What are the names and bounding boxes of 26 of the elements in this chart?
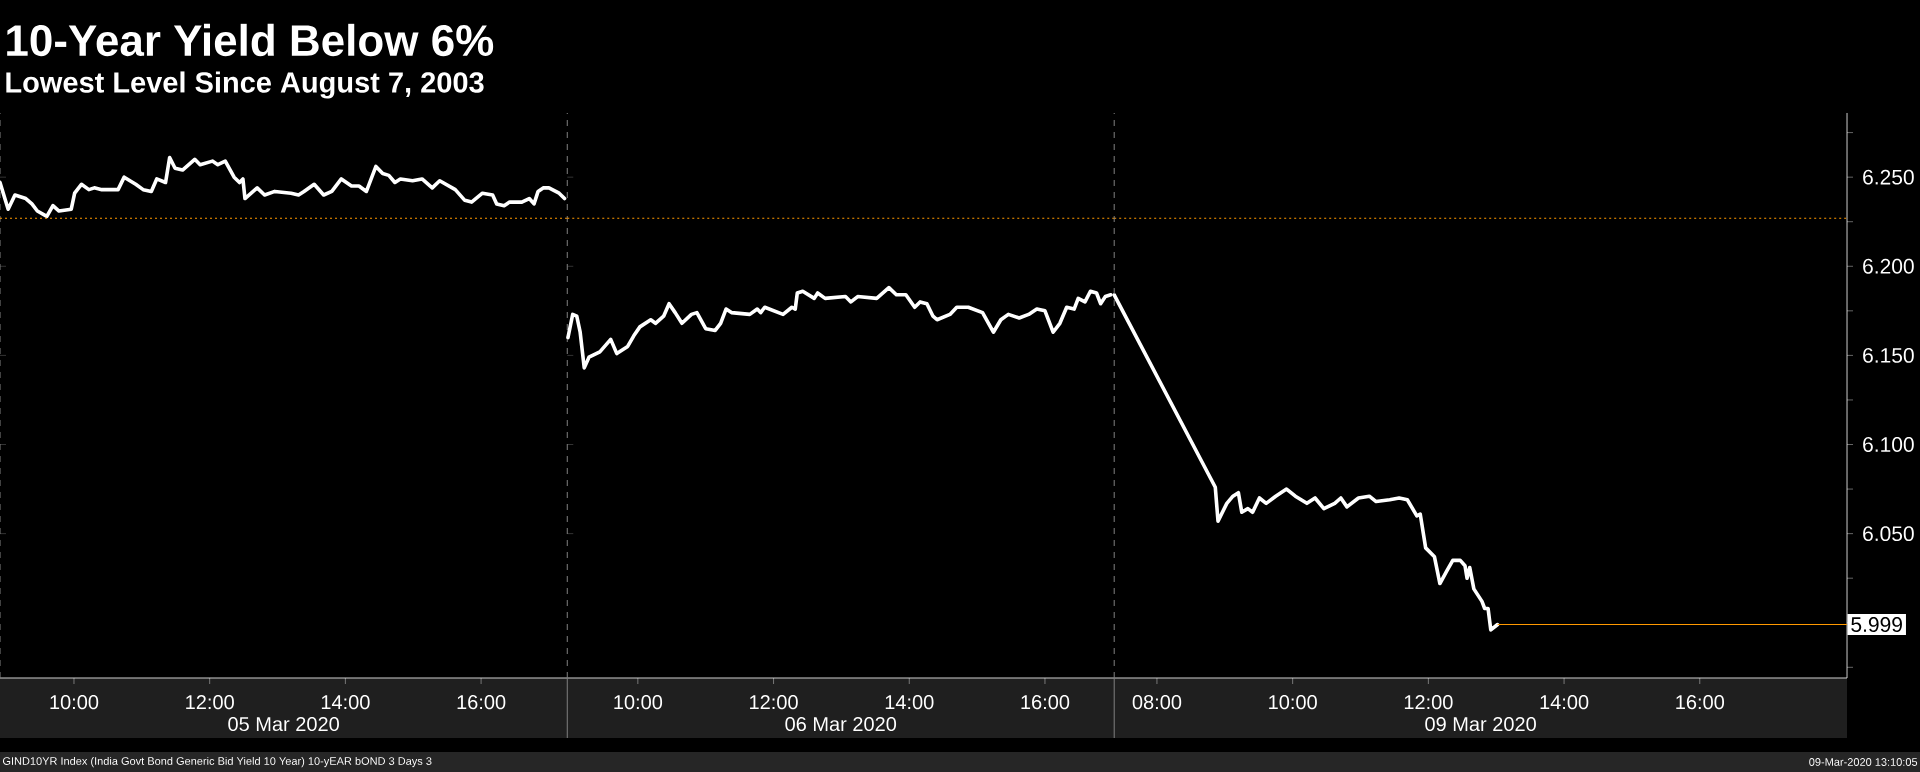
x-tick-label: 14:00	[321, 695, 370, 710]
x-tick-label: 12:00	[186, 695, 234, 710]
x-tick-label: 10:00	[1269, 695, 1317, 710]
x-axis-title: 05 Mar 2020	[228, 716, 339, 732]
x-tick-label: 08:00	[1132, 695, 1182, 710]
y-tick-label: 6.200	[1863, 258, 1914, 274]
chart-title: 10-Year Yield Below 6%	[7, 23, 494, 57]
ref-line-label: 5.999	[1851, 617, 1902, 632]
text: GIND10YR Index (India Govt Bond Generic Bid Yield 10 Year) 10-yEAR bOND 3 Days 3	[2, 756, 432, 768]
x-tick-label: 10:00	[614, 695, 663, 710]
x-axis-title: 06 Mar 2020	[785, 716, 897, 732]
x-tick-label: 16:00	[1021, 695, 1070, 710]
x-tick-label: 14:00	[885, 695, 934, 710]
y-tick-label: 6.150	[1863, 347, 1914, 363]
y-tick-label: 6.100	[1863, 437, 1914, 452]
x-tick-label: 14:00	[1540, 695, 1589, 710]
y-tick-label: 6.050	[1863, 526, 1914, 542]
y-tick-label: 6.250	[1863, 169, 1914, 185]
x-tick-label: 12:00	[750, 695, 798, 710]
chart-subtitle: Lowest Level Since August 7, 2003	[6, 71, 484, 99]
x-tick-label: 12:00	[1404, 695, 1453, 710]
x-tick-label: 16:00	[457, 695, 506, 710]
x-axis-title: 09 Mar 2020	[1425, 716, 1536, 732]
x-tick-label: 10:00	[50, 695, 99, 710]
text: 09-Mar-2020 13:10:05	[1809, 758, 1918, 766]
x-tick-label: 16:00	[1676, 695, 1725, 710]
